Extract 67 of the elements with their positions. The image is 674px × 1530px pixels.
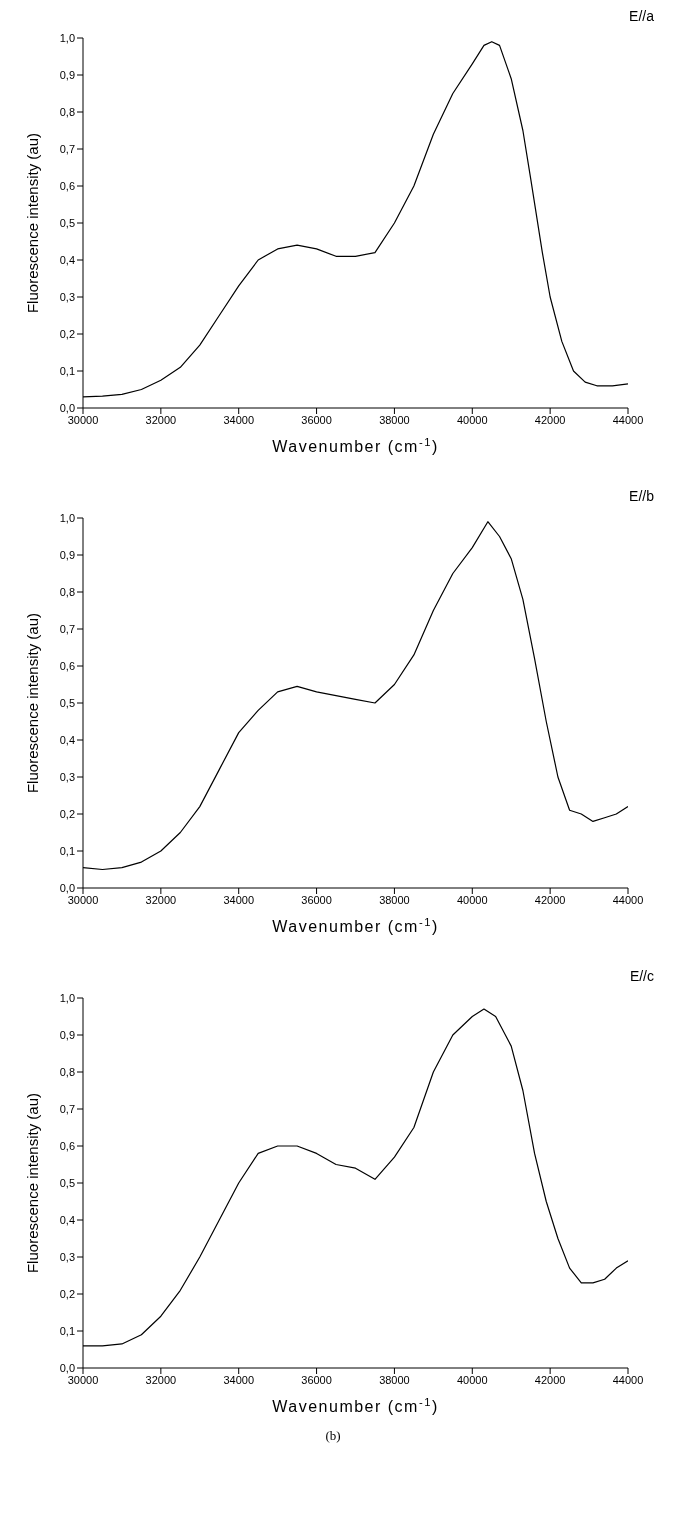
y-axis-title: Fluorescence intensity (au) (24, 1092, 41, 1274)
x-tick-label: 30000 (67, 893, 99, 906)
x-tick-label: 40000 (456, 413, 488, 426)
y-tick-label: 0,1 (59, 844, 75, 857)
x-tick-label: 36000 (301, 893, 332, 906)
chart-title: E//b (628, 488, 655, 506)
chart-title: E//a (628, 8, 655, 26)
x-axis-title: Wavenumber (cm$^{-1}$) (272, 1396, 439, 1415)
y-tick-label: 0,0 (59, 881, 75, 894)
y-tick-label: 0,4 (59, 733, 75, 746)
x-tick-label: 42000 (534, 1373, 566, 1386)
y-tick-label: 0,4 (59, 1213, 75, 1226)
y-tick-label: 0,6 (59, 659, 75, 672)
x-tick-label: 42000 (534, 893, 566, 906)
y-tick-label: 0,7 (59, 142, 75, 155)
y-tick-label: 0,8 (59, 585, 75, 598)
x-axis-title: Wavenumber (cm$^{-1}$) (272, 916, 439, 935)
x-tick-label: 32000 (145, 413, 177, 426)
y-tick-label: 0,0 (59, 401, 75, 414)
x-tick-label: 42000 (534, 413, 566, 426)
x-tick-label: 38000 (379, 893, 410, 906)
x-tick-label: 38000 (379, 1373, 410, 1386)
chart-title: E//c (628, 968, 655, 986)
y-tick-label: 0,9 (59, 548, 75, 561)
y-tick-label: 0,8 (59, 1065, 75, 1078)
y-tick-label: 0,5 (59, 216, 75, 229)
y-tick-label: 1,0 (59, 511, 75, 524)
x-tick-label: 34000 (223, 893, 255, 906)
x-tick-label: 38000 (379, 413, 410, 426)
y-tick-label: 0,2 (59, 1287, 75, 1300)
y-tick-label: 0,3 (59, 770, 75, 783)
y-tick-label: 0,2 (59, 327, 75, 340)
x-tick-label: 34000 (223, 413, 255, 426)
x-tick-label: 36000 (301, 413, 332, 426)
x-tick-label: 40000 (456, 893, 488, 906)
y-tick-label: 0,9 (59, 1028, 75, 1041)
x-tick-label: 32000 (145, 1373, 177, 1386)
y-tick-label: 0,1 (59, 1324, 75, 1337)
y-tick-label: 0,3 (59, 1250, 75, 1263)
y-tick-label: 0,8 (59, 105, 75, 118)
x-tick-label: 44000 (612, 1373, 644, 1386)
y-tick-label: 1,0 (59, 31, 75, 44)
x-tick-label: 34000 (223, 1373, 255, 1386)
y-tick-label: 1,0 (59, 991, 75, 1004)
x-tick-label: 40000 (456, 1373, 488, 1386)
y-tick-label: 0,6 (59, 1139, 75, 1152)
y-tick-label: 0,5 (59, 1176, 75, 1189)
y-tick-label: 0,0 (59, 1361, 75, 1374)
y-axis-title: Fluorescence intensity (au) (24, 612, 41, 794)
x-tick-label: 32000 (145, 893, 177, 906)
x-tick-label: 44000 (612, 893, 644, 906)
y-tick-label: 0,1 (59, 364, 75, 377)
y-tick-label: 0,7 (59, 1102, 75, 1115)
x-tick-label: 30000 (67, 1373, 99, 1386)
y-tick-label: 0,5 (59, 696, 75, 709)
y-tick-label: 0,3 (59, 290, 75, 303)
text: (b) (324, 1428, 342, 1444)
x-axis-title: Wavenumber (cm$^{-1}$) (272, 436, 439, 455)
y-axis-title: Fluorescence intensity (au) (24, 132, 41, 314)
y-tick-label: 0,9 (59, 68, 75, 81)
x-tick-label: 44000 (612, 413, 644, 426)
y-tick-label: 0,4 (59, 253, 75, 266)
y-tick-label: 0,6 (59, 179, 75, 192)
y-tick-label: 0,7 (59, 622, 75, 635)
x-tick-label: 30000 (67, 413, 99, 426)
y-tick-label: 0,2 (59, 807, 75, 820)
x-tick-label: 36000 (301, 1373, 332, 1386)
